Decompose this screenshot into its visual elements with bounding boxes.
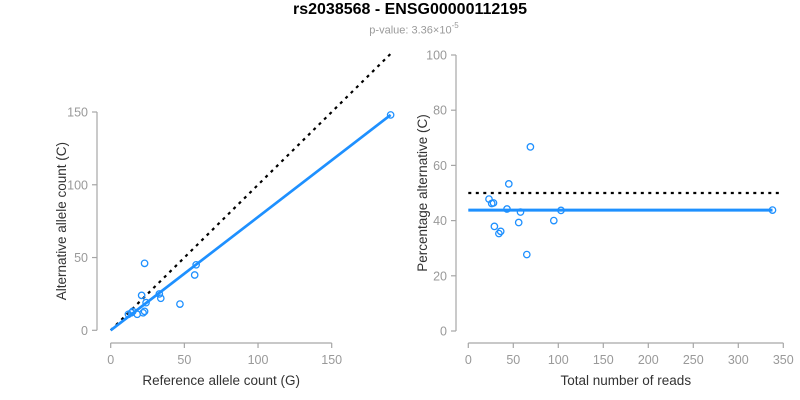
data-point [496,227,505,236]
x-tick-label: 150 [593,353,614,367]
y-tick-label: 100 [426,49,447,63]
data-point [490,222,499,231]
data-point [768,206,777,214]
data-point [549,216,558,225]
data-point [190,271,199,279]
data-point [489,199,498,207]
x-axis-title: Total number of reads [561,373,692,388]
x-tick-label: 100 [248,353,269,367]
y-tick-label: 40 [433,214,447,228]
x-tick-label: 300 [728,353,749,367]
y-tick-label: 150 [67,106,88,120]
data-point [155,290,164,298]
y-tick-label: 100 [67,178,88,192]
data-point [495,229,503,238]
y-tick-label: 80 [433,104,447,118]
data-point [176,300,184,308]
y-tick-label: 20 [433,269,447,283]
data-point [522,250,531,259]
x-tick-label: 0 [465,353,472,367]
data-point [140,307,149,316]
data-point [156,294,165,303]
fit-line [109,113,392,332]
data-point [137,291,146,300]
data-point [139,308,147,317]
plot-subtitle: p-value: 3.36×10-5 [14,21,800,37]
x-tick-label: 350 [773,353,794,367]
plot-title: rs2038568 - ENSG00000112195 [293,1,527,18]
x-tick-label: 200 [638,353,659,367]
data-point [142,298,150,307]
right-plot-panel: 0 50 100 150 200 250 300 350 0 20 40 60 80 100 Total n… [415,49,794,389]
x-tick-label: 100 [548,353,569,367]
y-tick-label: 0 [440,325,447,339]
y-axis-title: Percentage alternative (C) [415,114,430,272]
data-point [140,259,149,268]
y-tick-label: 60 [433,159,447,173]
identity-line [109,53,392,332]
left-plot-panel: 0 50 100 150 0 50 100 150 Reference allele count… [54,53,395,388]
y-axis-title: Alternative allele count (C) [54,142,69,300]
x-tick-label: 50 [177,353,191,367]
data-point [514,218,523,227]
x-tick-label: 50 [506,353,520,367]
data-point [192,260,201,269]
x-tick-label: 0 [107,353,114,367]
pvalue-text: p-value: 3.36×10 [369,24,452,37]
y-tick-label: 50 [74,251,88,265]
data-point [503,205,511,213]
pvalue-exponent: -5 [451,21,459,30]
data-point [557,206,565,215]
data-point [386,111,395,119]
data-point [516,208,525,216]
y-tick-label: 0 [81,324,88,338]
x-tick-label: 250 [683,353,704,367]
x-tick-label: 150 [321,353,342,367]
data-point [526,143,535,151]
data-point [504,180,513,188]
x-axis-title: Reference allele count (G) [142,373,300,388]
